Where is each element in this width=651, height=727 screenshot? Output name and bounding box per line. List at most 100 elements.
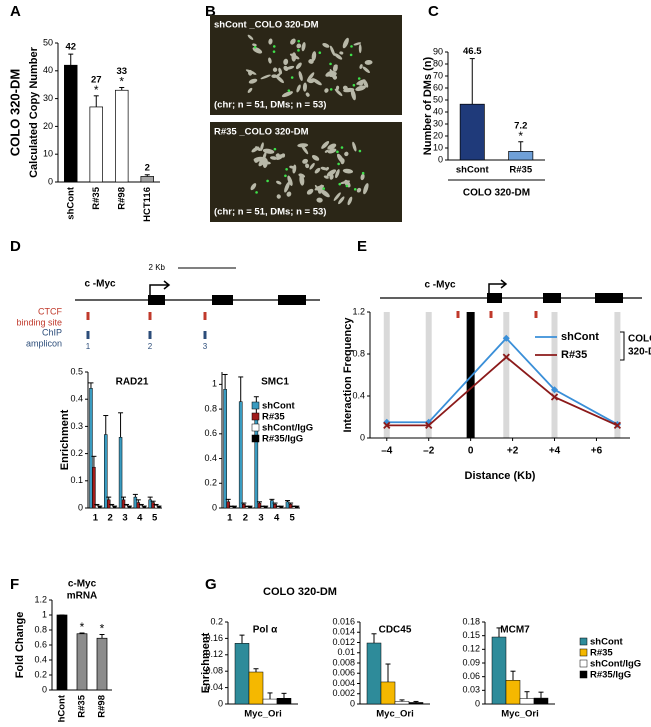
panel-label: D [10,238,21,255]
y-tick-label: 30 [43,93,53,103]
double-minute [322,187,326,190]
y-tick-label: 40 [43,65,53,75]
bar [89,106,103,183]
chromosome [247,87,253,93]
chromosome [311,51,317,62]
chromosome [359,64,363,69]
double-minute [329,62,332,66]
y-tick-label: 0.8 [34,624,47,634]
chromosome [298,71,303,82]
double-minute [273,147,277,151]
exon [148,295,165,305]
chromosome [305,163,310,169]
y-tick-label: 0.2 [210,616,223,626]
x-axis-label: Distance (Kb) [465,470,536,482]
marker [502,353,510,361]
chart-title: RAD21 [116,377,149,388]
double-minute [340,146,344,149]
bar [140,176,154,183]
legend-label: shCont/IgG [262,423,313,434]
y-axis-label: Number of DMs (n) [422,56,434,155]
y-axis-label: Enrichment [200,632,212,693]
legend-swatch [251,401,260,410]
y-tick-label: 10 [43,149,53,159]
x-tick-label: R#35 [509,165,532,176]
y-tick-label: 50 [433,94,443,104]
panel-label: E [357,238,367,255]
chip-label: ChIP [42,327,62,337]
x-tick-label: 4 [274,513,280,524]
chromosome [262,152,267,160]
double-minute [353,187,357,191]
y-tick-label: 1.2 [352,306,365,316]
chart-title: CDC45 [379,625,412,636]
chromosome [271,74,278,78]
marker [550,393,559,401]
significance: * [100,622,105,636]
y-tick-label: 0.014 [332,627,355,637]
chromosome [252,47,263,54]
y-tick-label: 0.4 [34,654,47,664]
y-tick-label: 50 [43,37,53,47]
chromosome [272,67,278,72]
y-tick-label: 0 [350,698,355,708]
annotation: COLO [628,334,651,345]
x-tick-label: R#35 [91,186,102,209]
y-tick-label: 90 [433,46,443,56]
amplicon-number: 2 [148,342,153,351]
chromosome [278,67,283,75]
y-tick-label: 0.008 [332,657,355,667]
double-minute [266,179,269,183]
exon [487,293,502,303]
group-label: COLO 320-DM [7,69,22,156]
data-label: 27 [91,74,102,85]
y-tick-label: 0 [218,698,223,708]
chromosome [311,154,320,161]
chromosome [334,53,343,60]
bar [519,698,535,705]
bar [505,680,521,705]
y-tick-label: 0.4 [70,394,83,404]
band [383,312,390,438]
chromosome [302,82,307,92]
y-tick-label: 0.8 [352,348,365,358]
double-minute [361,171,365,175]
y-tick-label: 20 [43,121,53,131]
bar [279,506,284,509]
chromosome [342,37,349,49]
y-tick-label: 0.06 [462,671,480,681]
marker [502,334,510,342]
x-tick-label: +6 [591,446,603,457]
bar [136,502,141,509]
bar [270,500,274,509]
legend-swatch [251,412,260,421]
legend-label: shCont [590,637,624,648]
chromosome [307,78,315,84]
legend-label: R#35 [262,412,285,423]
x-tick-label: 4 [137,513,143,524]
chromosome [324,149,329,153]
x-tick-label: HCT116 [142,187,153,222]
viewpoint [466,312,475,438]
y-tick-label: 0.18 [462,616,480,626]
chromosome [356,187,362,193]
chromosome [333,192,341,201]
legend-swatch [251,434,260,443]
y-tick-label: 0.1 [70,475,83,485]
chromosome [329,174,334,180]
x-tick-label: Myc_Ori [501,709,539,720]
chromosome [302,158,309,164]
y-tick-label: 20 [433,130,443,140]
chromosome [291,52,297,62]
micrograph [210,122,402,222]
y-tick-label: 0.2 [34,669,47,679]
legend-label: shCont/IgG [590,659,641,670]
x-tick-label: 1 [227,513,233,524]
chromosome [309,162,315,170]
chromosome [344,151,349,157]
bar [366,642,382,705]
bar [260,506,265,509]
chromosome [326,169,337,177]
y-axis-label: Calculated Copy Number [28,46,40,178]
